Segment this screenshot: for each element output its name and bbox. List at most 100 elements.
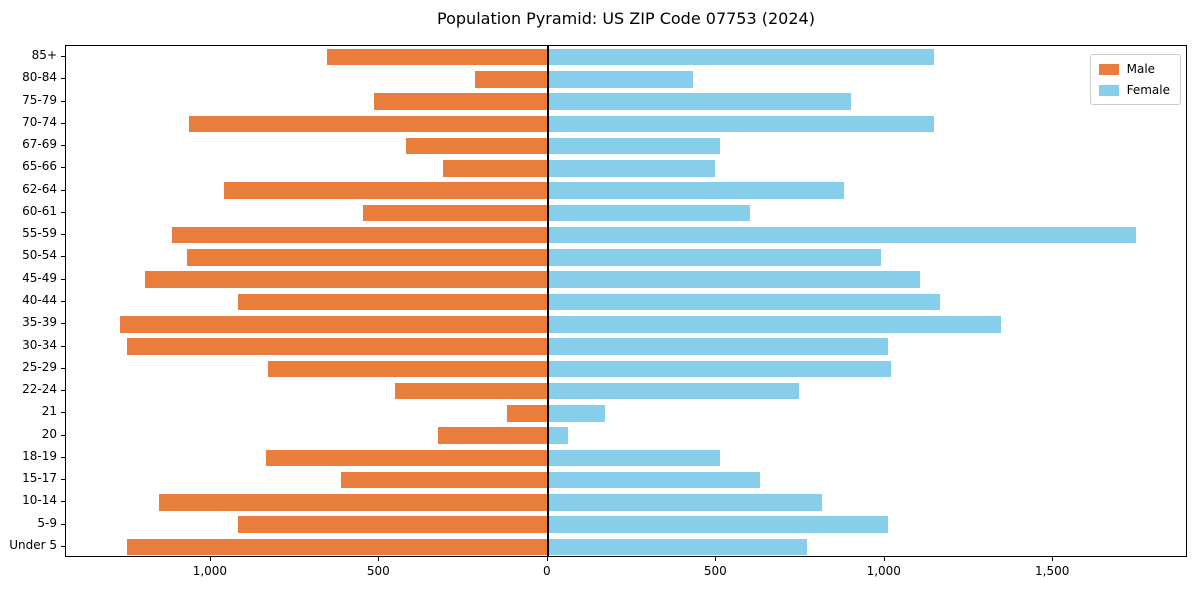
bar-male-15-17 bbox=[340, 471, 548, 489]
bar-female-Under 5 bbox=[547, 538, 808, 556]
y-axis-label-22-24: 22-24 bbox=[22, 382, 57, 397]
x-tick-mark bbox=[715, 557, 717, 561]
bar-female-10-14 bbox=[547, 494, 823, 511]
x-axis-label-1,000: 1,000 bbox=[866, 564, 901, 578]
y-axis-label-5-9: 5-9 bbox=[37, 515, 57, 530]
bar-female-30-34 bbox=[547, 338, 889, 355]
bar-female-85+ bbox=[547, 48, 934, 66]
bar-male-40-44 bbox=[237, 293, 548, 311]
y-tick-mark bbox=[61, 278, 65, 280]
legend-label-female: Female bbox=[1126, 83, 1170, 97]
y-axis-label-21: 21 bbox=[41, 404, 57, 419]
bar-male-10-14 bbox=[158, 494, 548, 511]
bar-female-67-69 bbox=[547, 137, 720, 155]
bar-female-65-66 bbox=[547, 160, 715, 177]
bar-female-62-64 bbox=[547, 182, 845, 199]
x-axis-label-0: 0 bbox=[542, 564, 551, 578]
y-tick-mark bbox=[61, 323, 65, 325]
bar-female-45-49 bbox=[547, 271, 921, 288]
female-color-swatch bbox=[1098, 84, 1119, 96]
bar-male-85+ bbox=[327, 48, 548, 66]
y-tick-mark bbox=[61, 56, 65, 58]
y-axis-label-60-61: 60-61 bbox=[22, 203, 57, 218]
bar-male-5-9 bbox=[237, 516, 548, 533]
bar-male-80-84 bbox=[475, 71, 548, 88]
y-tick-mark bbox=[61, 78, 65, 80]
y-axis-label-45-49: 45-49 bbox=[22, 270, 57, 285]
bar-male-18-19 bbox=[266, 449, 548, 467]
y-axis-label-80-84: 80-84 bbox=[22, 70, 57, 85]
y-axis-label-15-17: 15-17 bbox=[22, 471, 57, 486]
x-tick-mark bbox=[546, 557, 548, 561]
legend-item-male: Male bbox=[1098, 62, 1170, 76]
x-axis-label-500: 500 bbox=[366, 564, 390, 578]
y-tick-mark bbox=[61, 545, 65, 547]
plot-area: Male Female bbox=[65, 45, 1187, 557]
bar-male-60-61 bbox=[362, 204, 548, 222]
x-tick-mark bbox=[209, 557, 211, 561]
y-tick-mark bbox=[61, 145, 65, 147]
y-tick-mark bbox=[61, 523, 65, 525]
bar-female-55-59 bbox=[547, 226, 1136, 244]
x-axis-label-1,500: 1,500 bbox=[1035, 564, 1070, 578]
bar-male-25-29 bbox=[268, 360, 548, 378]
y-axis-label-65-66: 65-66 bbox=[22, 159, 57, 174]
y-axis-label-75-79: 75-79 bbox=[22, 92, 57, 107]
y-tick-mark bbox=[61, 234, 65, 236]
bar-male-22-24 bbox=[394, 382, 548, 400]
bar-female-80-84 bbox=[547, 71, 693, 88]
y-axis-label-67-69: 67-69 bbox=[22, 137, 57, 152]
y-axis-label-18-19: 18-19 bbox=[22, 448, 57, 463]
male-color-swatch bbox=[1098, 63, 1119, 75]
bar-female-70-74 bbox=[547, 115, 934, 133]
y-axis-label-85+: 85+ bbox=[31, 48, 57, 63]
x-tick-mark bbox=[1052, 557, 1054, 561]
x-tick-mark bbox=[378, 557, 380, 561]
legend-item-female: Female bbox=[1098, 83, 1170, 97]
bar-male-20 bbox=[438, 427, 548, 444]
y-tick-mark bbox=[61, 367, 65, 369]
legend-label-male: Male bbox=[1126, 62, 1156, 76]
y-tick-mark bbox=[61, 479, 65, 481]
y-tick-mark bbox=[61, 211, 65, 213]
y-axis-label-40-44: 40-44 bbox=[22, 293, 57, 307]
x-tick-mark bbox=[883, 557, 885, 561]
zero-axis-line bbox=[547, 46, 549, 556]
y-tick-mark bbox=[61, 189, 65, 191]
bar-male-45-49 bbox=[145, 271, 548, 288]
y-tick-mark bbox=[61, 256, 65, 258]
y-tick-mark bbox=[61, 501, 65, 503]
bar-female-21 bbox=[547, 405, 606, 422]
y-tick-mark bbox=[61, 301, 65, 302]
bar-female-25-29 bbox=[547, 360, 892, 378]
y-axis-label-50-54: 50-54 bbox=[22, 248, 57, 263]
bar-male-50-54 bbox=[187, 249, 548, 266]
y-axis-label-70-74: 70-74 bbox=[22, 114, 57, 129]
x-axis-label-1,000: 1,000 bbox=[192, 564, 228, 578]
bar-female-18-19 bbox=[547, 449, 720, 467]
bar-male-55-59 bbox=[172, 226, 548, 244]
bar-female-60-61 bbox=[547, 204, 750, 222]
y-axis-label-62-64: 62-64 bbox=[22, 181, 57, 196]
y-axis-label-20: 20 bbox=[41, 426, 57, 441]
y-tick-mark bbox=[61, 122, 65, 124]
x-axis-label-500: 500 bbox=[703, 564, 727, 578]
y-tick-mark bbox=[61, 434, 65, 436]
bar-female-50-54 bbox=[547, 249, 882, 266]
bar-female-40-44 bbox=[547, 293, 941, 311]
y-tick-mark bbox=[61, 345, 65, 347]
y-axis-label-55-59: 55-59 bbox=[22, 226, 57, 241]
y-tick-mark bbox=[61, 456, 65, 458]
y-axis-label-Under 5: Under 5 bbox=[9, 537, 57, 552]
y-tick-mark bbox=[61, 412, 65, 414]
y-axis-label-30-34: 30-34 bbox=[22, 337, 57, 352]
y-tick-mark bbox=[61, 100, 65, 102]
bar-male-65-66 bbox=[443, 160, 548, 177]
y-axis-label-10-14: 10-14 bbox=[22, 493, 57, 508]
bar-female-5-9 bbox=[547, 516, 889, 533]
legend: Male Female bbox=[1089, 54, 1181, 105]
bar-female-20 bbox=[547, 427, 569, 444]
y-axis-label-25-29: 25-29 bbox=[22, 359, 57, 374]
bar-male-62-64 bbox=[224, 182, 548, 199]
